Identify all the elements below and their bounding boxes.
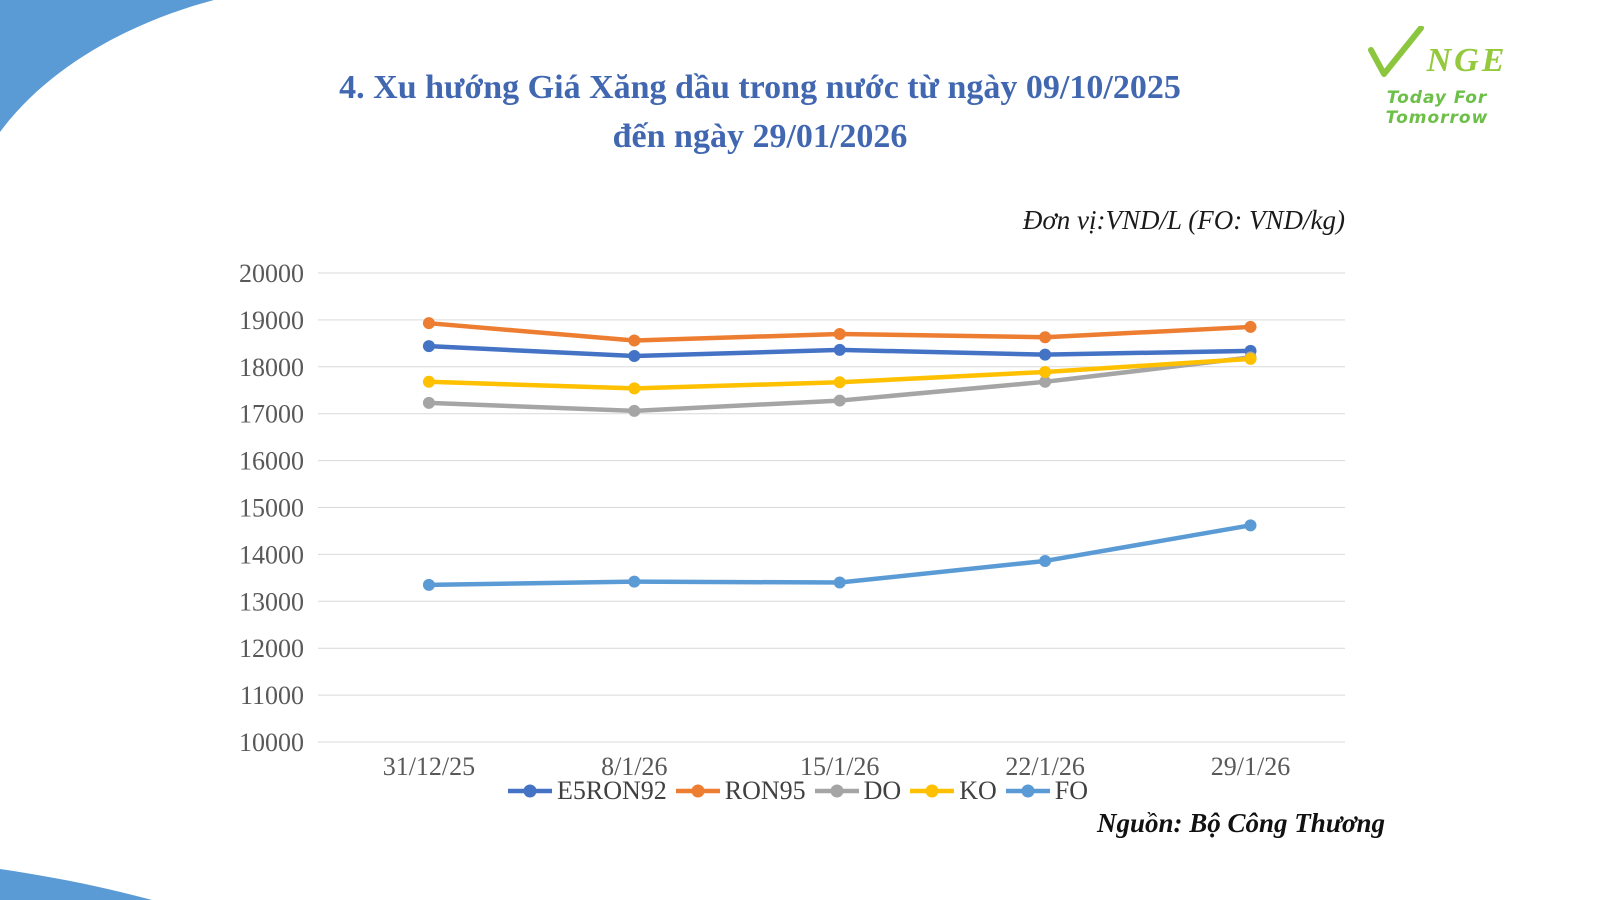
- chart-legend: E5RON92 RON95 DO KO FO: [230, 776, 1365, 806]
- data-point-FO: [1039, 554, 1052, 567]
- legend-item-FO: FO: [1005, 776, 1088, 806]
- legend-marker-icon: [507, 784, 552, 798]
- data-point-RON95: [1039, 331, 1052, 344]
- data-point-KO: [1244, 352, 1257, 365]
- vnge-logo: NGE Today For Tomorrow: [1332, 26, 1542, 128]
- y-axis-tick-label: 14000: [239, 540, 304, 569]
- corner-swoosh-bottom-left-icon: [0, 869, 152, 900]
- legend-item-E5RON92: E5RON92: [507, 776, 667, 806]
- legend-marker-icon: [814, 784, 859, 798]
- price-trend-chart: 10000 11000 12000 13000 14000 15000 16000 17000…: [230, 250, 1365, 780]
- checkmark-icon: [1367, 26, 1424, 77]
- x-axis-tick-label: 8/1/26: [601, 752, 667, 780]
- data-point-KO: [1039, 365, 1052, 378]
- data-point-RON95: [422, 317, 435, 330]
- legend-dot: [925, 784, 939, 798]
- legend-label: DO: [863, 776, 902, 805]
- legend-dot: [1021, 784, 1035, 798]
- data-point-E5RON92: [422, 340, 435, 353]
- legend-label: FO: [1054, 776, 1089, 805]
- x-axis-tick-label: 29/1/26: [1211, 752, 1290, 780]
- data-point-E5RON92: [833, 343, 846, 356]
- data-point-FO: [1244, 519, 1257, 532]
- data-point-FO: [422, 578, 435, 591]
- page-title-line2: đến ngày 29/01/2026: [612, 117, 908, 155]
- x-axis-tick-label: 22/1/26: [1005, 752, 1084, 780]
- y-axis-tick-label: 17000: [239, 400, 304, 429]
- y-axis-tick-label: 16000: [239, 447, 304, 476]
- data-point-KO: [628, 382, 641, 395]
- unit-label: Đơn vị:VND/L (FO: VND/kg): [1022, 205, 1345, 235]
- logo-text: NGE: [1426, 42, 1508, 79]
- x-axis-tick-label: 15/1/26: [800, 752, 879, 780]
- legend-item-DO: DO: [814, 776, 902, 806]
- data-point-KO: [422, 375, 435, 388]
- y-axis-tick-label: 15000: [239, 494, 304, 523]
- page-title: 4. Xu hướng Giá Xăng dầu trong nước từ n…: [0, 64, 1520, 161]
- data-point-KO: [833, 376, 846, 389]
- x-axis-tick-label: 31/12/25: [383, 752, 475, 780]
- data-point-RON95: [1244, 320, 1257, 333]
- legend-label: RON95: [724, 776, 806, 805]
- data-point-RON95: [628, 334, 641, 347]
- logo-tagline: Today For Tomorrow: [1385, 88, 1489, 128]
- page-title-line1: 4. Xu hướng Giá Xăng dầu trong nước từ n…: [339, 69, 1181, 106]
- y-axis-tick-label: 10000: [239, 728, 304, 757]
- data-point-DO: [422, 396, 435, 409]
- legend-marker-icon: [675, 784, 720, 798]
- legend-item-KO: KO: [909, 776, 997, 806]
- data-point-RON95: [833, 327, 846, 340]
- legend-dot: [830, 784, 844, 798]
- series-line-FO: [426, 523, 1253, 588]
- y-axis-tick-label: 13000: [239, 587, 304, 616]
- data-point-DO: [833, 394, 846, 407]
- legend-dot: [523, 784, 537, 798]
- data-point-DO: [1039, 375, 1052, 388]
- y-axis-tick-label: 20000: [239, 259, 304, 288]
- source-note: Nguồn: Bộ Công Thương: [1097, 808, 1385, 838]
- vnge-logo-mark: NGE: [1332, 26, 1542, 78]
- data-point-E5RON92: [628, 350, 641, 363]
- legend-label: E5RON92: [556, 776, 667, 805]
- legend-dot: [691, 784, 705, 798]
- legend-label: KO: [959, 776, 997, 805]
- y-axis-tick-label: 11000: [240, 681, 304, 710]
- y-axis-tick-label: 18000: [239, 353, 304, 382]
- data-point-DO: [628, 404, 641, 417]
- y-axis-tick-label: 12000: [239, 634, 304, 663]
- legend-item-RON95: RON95: [675, 776, 806, 806]
- data-point-FO: [628, 575, 641, 588]
- legend-marker-icon: [1005, 784, 1050, 798]
- legend-marker-icon: [910, 784, 955, 798]
- data-point-E5RON92: [1039, 348, 1052, 361]
- data-point-FO: [833, 576, 846, 589]
- chart-canvas: 10000 11000 12000 13000 14000 15000 16000 17000…: [239, 259, 1345, 780]
- y-axis-tick-label: 19000: [239, 306, 304, 335]
